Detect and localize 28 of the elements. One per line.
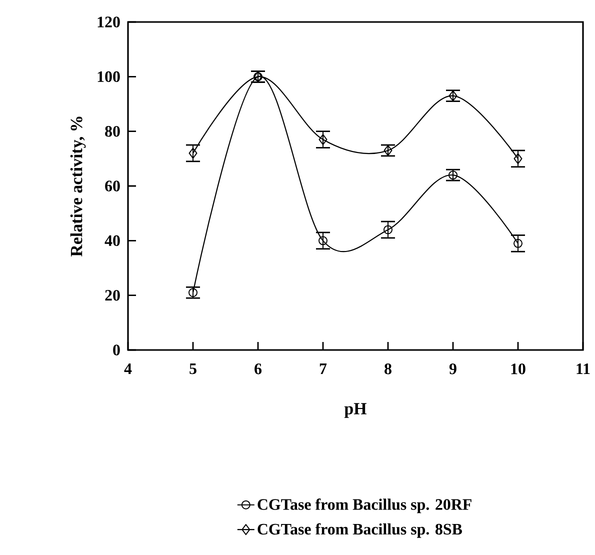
x-tick-label: 7 xyxy=(320,364,327,374)
y-tick-label: 20 xyxy=(105,290,120,301)
x-tick-label: 4 xyxy=(124,364,132,374)
x-tick-label: 11 xyxy=(576,364,590,374)
point xyxy=(318,236,328,246)
point xyxy=(384,225,392,234)
point xyxy=(448,90,458,102)
x-tick-label: 9 xyxy=(449,364,456,374)
x-tick-label: 10 xyxy=(511,364,526,374)
point xyxy=(384,144,392,156)
y-tick-label: 100 xyxy=(98,71,120,82)
y-tick-label: 60 xyxy=(105,180,120,192)
y-tick-label: 120 xyxy=(98,16,120,28)
x-axis-title: pH xyxy=(344,403,367,418)
y-axis-title: Relative activity, % xyxy=(70,116,86,256)
x-tick-label: 5 xyxy=(190,364,196,374)
point xyxy=(318,134,328,146)
point xyxy=(514,238,523,248)
y-tick-label: 80 xyxy=(105,126,120,137)
y-tick-label: 0 xyxy=(113,344,120,356)
legend-label: CGTase from Bacillus sp. 20RF xyxy=(258,498,472,514)
y-tick-label: 40 xyxy=(104,235,120,246)
legend-label: CGTase from Bacillus sp. 8SB xyxy=(258,523,462,538)
point xyxy=(448,170,458,180)
point xyxy=(188,148,198,159)
x-tick-label: 8 xyxy=(384,364,392,374)
x-tick-label: 6 xyxy=(254,364,262,374)
point xyxy=(514,153,522,164)
